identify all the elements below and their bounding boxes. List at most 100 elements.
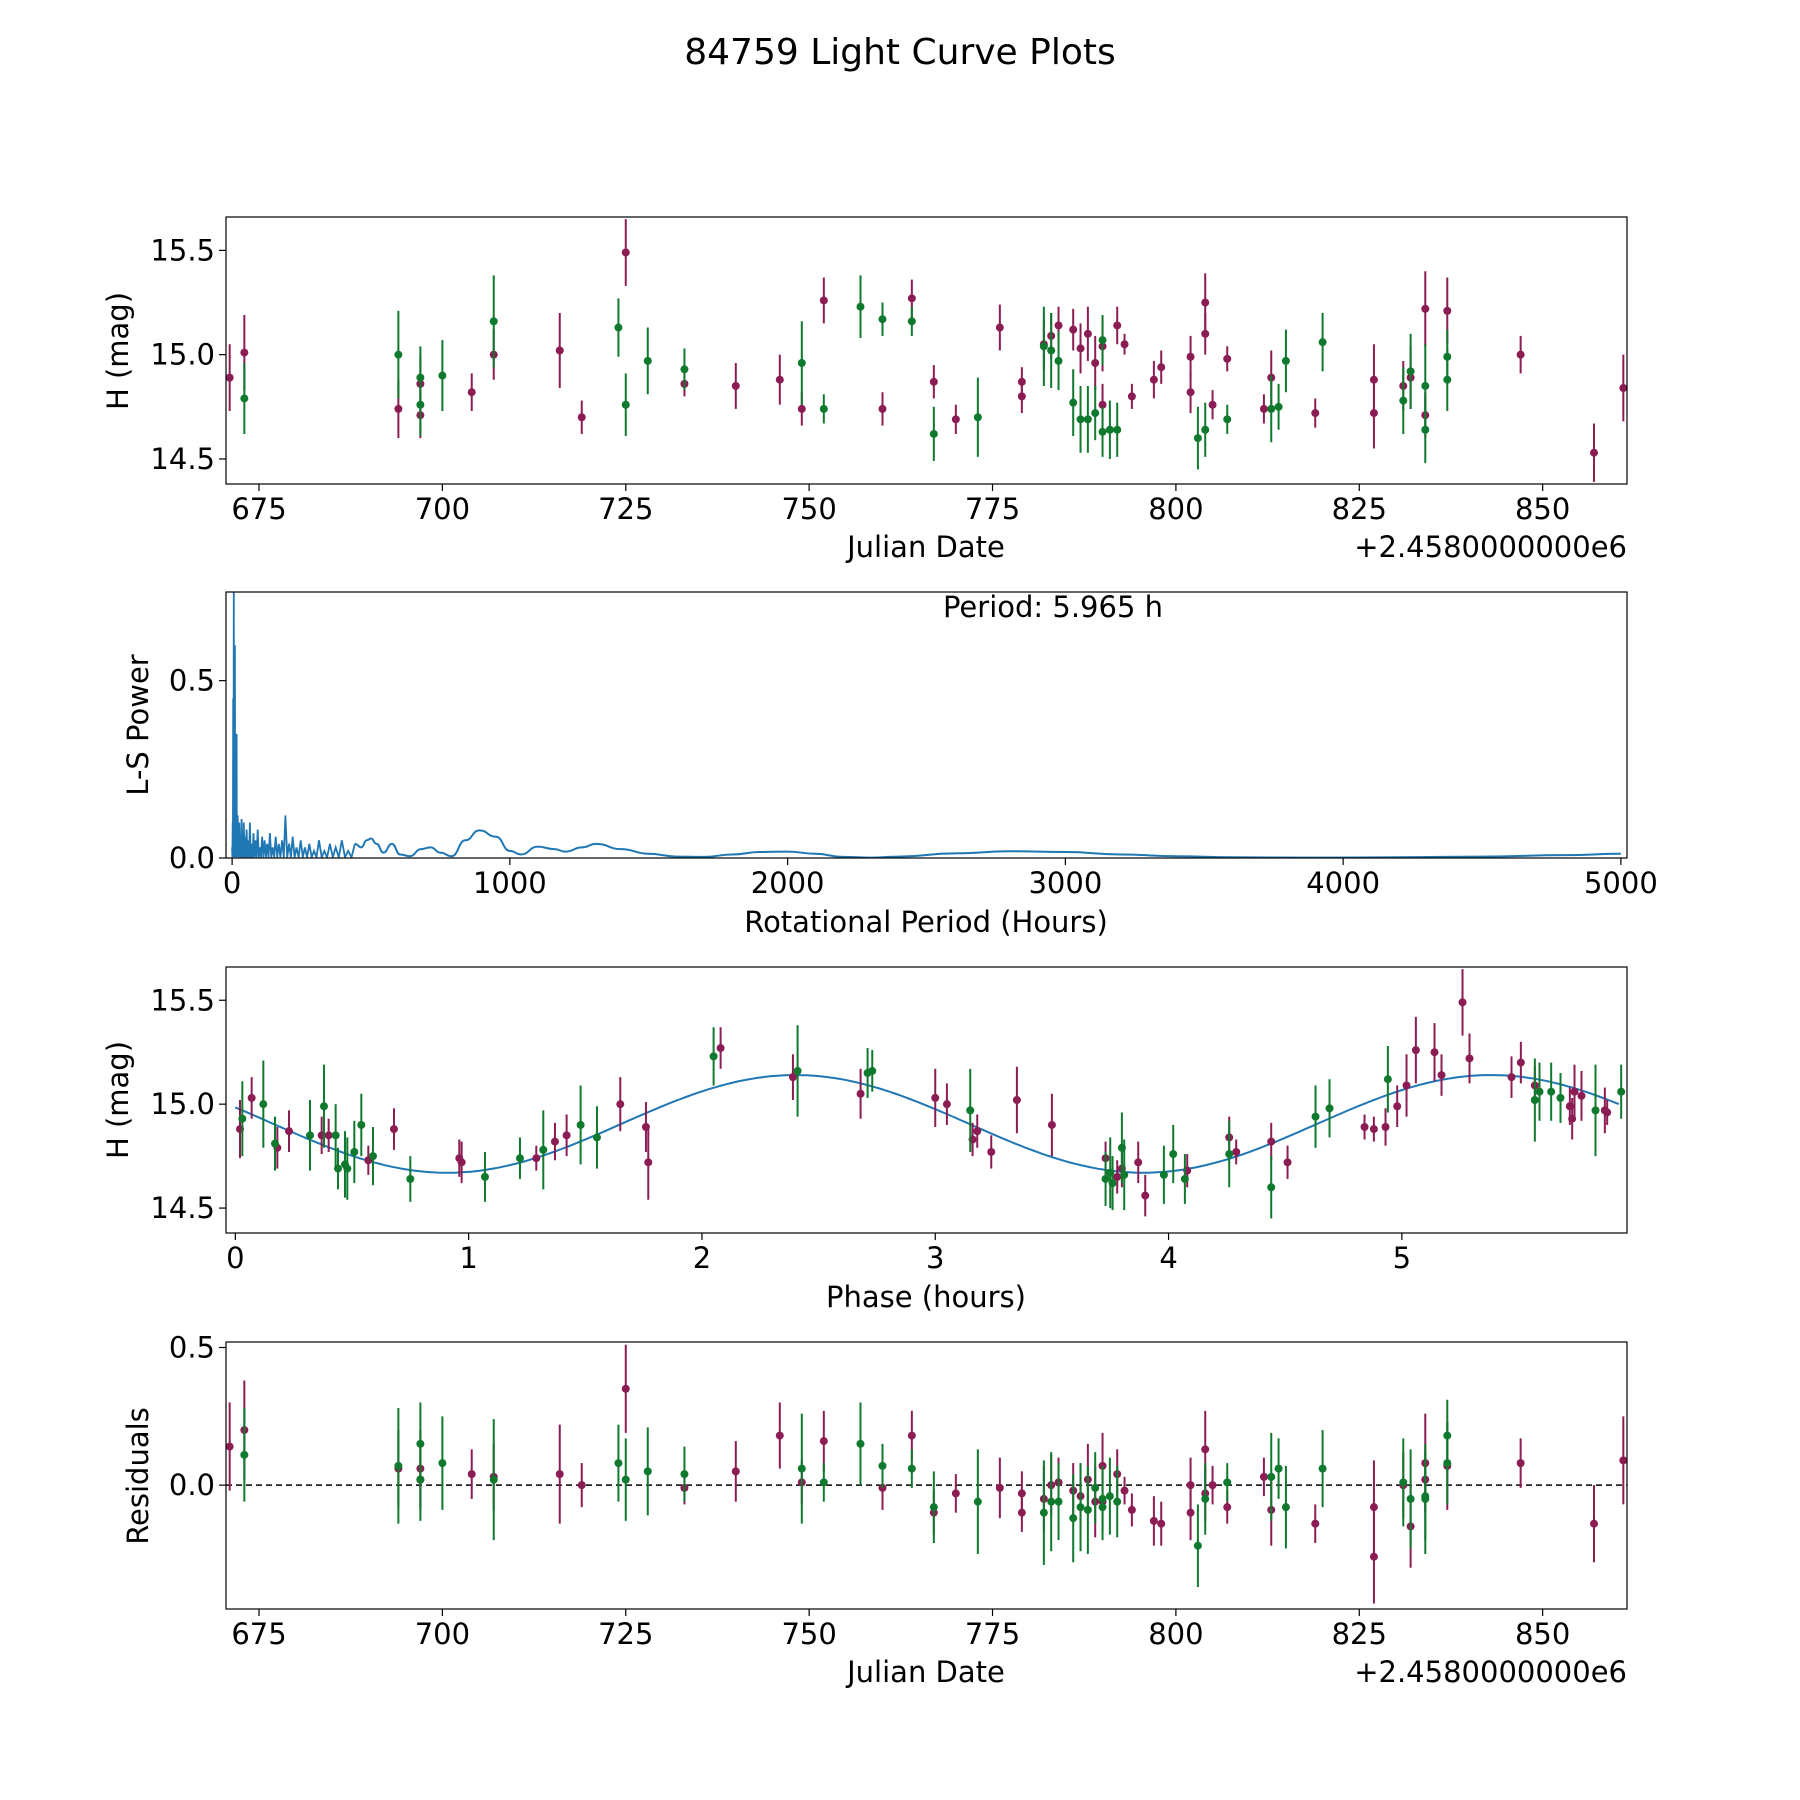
point-marker [1083,1505,1092,1514]
point-marker [1223,1478,1232,1487]
lightcurve-xlabel: Julian Date [845,530,1005,564]
data-point [416,1438,425,1521]
y-tick-label: 15.0 [150,338,215,372]
x-tick-label: 750 [781,492,836,526]
data-point [350,1120,359,1184]
point-marker [1186,352,1195,361]
data-point [621,1344,630,1433]
point-marker [929,429,938,438]
x-tick-label: 850 [1515,492,1570,526]
data-point [951,404,960,434]
data-point [1458,969,1467,1036]
data-point [1186,1485,1195,1541]
data-point [1507,1056,1516,1098]
data-point [1120,1476,1129,1505]
point-marker [907,1431,916,1440]
point-marker [1421,425,1430,434]
data-point [1113,306,1122,345]
point-marker [1157,1519,1166,1528]
data-point [416,373,425,437]
point-marker [1186,1508,1195,1517]
point-marker [1617,1087,1626,1096]
data-point [1169,1124,1178,1184]
x-tick-label: 775 [965,492,1020,526]
data-point [1570,1064,1579,1119]
point-marker [394,350,403,359]
data-point [1619,354,1627,422]
data-point [1225,1120,1234,1188]
point-marker [819,296,828,305]
point-marker [856,302,865,311]
point-marker [1223,415,1232,424]
periodogram-ylabel: L-S Power [121,654,155,795]
x-tick-label: 725 [598,1617,653,1651]
data-point [1281,1465,1290,1549]
panel-lightcurve: 675 700 725 750 775 800 825 850 14.5 15.0 15.5 Jul… [101,216,1628,564]
point-marker [709,1052,718,1061]
point-marker [1113,1172,1122,1181]
point-marker [406,1174,415,1183]
point-marker [270,1139,279,1148]
point-marker [1091,1483,1100,1492]
point-marker [716,1044,725,1053]
point-marker [1113,1497,1122,1506]
data-point [1267,1432,1276,1521]
point-marker [1589,448,1598,457]
point-marker [1283,1158,1292,1167]
data-point [680,348,689,391]
point-marker [532,1154,541,1163]
point-marker [907,1464,916,1473]
point-marker [797,1464,806,1473]
data-point [1113,1465,1122,1538]
data-point [333,1147,342,1190]
point-marker [621,1475,630,1484]
point-marker [1083,415,1092,424]
point-marker [1012,1096,1021,1104]
point-marker [240,394,249,403]
data-point [1069,308,1078,351]
data-point [467,373,476,411]
point-marker [1259,404,1268,413]
point-marker [793,1066,802,1075]
point-marker [1201,425,1210,434]
point-marker [1180,1174,1189,1183]
point-marker [562,1131,571,1140]
periodogram-xlabel: Rotational Period (Hours) [744,905,1108,939]
data-point [457,1141,466,1184]
data-point [856,1068,865,1119]
point-marker [416,400,425,409]
point-marker [1318,338,1327,347]
phase-xlabel: Phase (hours) [826,1280,1026,1314]
data-point [1547,1062,1556,1121]
point-marker [907,317,916,326]
point-marker [394,1461,403,1470]
data-point [240,363,249,434]
point-marker [973,413,982,422]
data-point [1113,1160,1122,1194]
point-marker [1259,1472,1268,1481]
point-marker [1232,1147,1241,1156]
x-tick-label: 675 [231,492,286,526]
data-point [1098,406,1107,457]
data-point [1039,306,1048,386]
point-marker [1556,1093,1565,1102]
point-marker [1267,1183,1276,1192]
point-marker [856,1439,865,1448]
data-point [1267,375,1276,443]
point-marker [343,1164,352,1173]
data-point [1208,390,1217,420]
point-marker [1201,329,1210,338]
data-point [1591,1064,1600,1157]
data-point [929,365,938,399]
point-marker [357,1120,366,1129]
data-point [775,354,784,405]
point-marker [489,317,498,326]
point-marker [797,404,806,413]
period-annotation: Period: 5.965 h [943,590,1163,624]
point-marker [1083,329,1092,338]
data-point [1101,1151,1110,1206]
point-marker [1113,321,1122,330]
data-point [716,1027,725,1069]
point-marker [1383,1075,1392,1084]
data-point [576,1085,585,1165]
